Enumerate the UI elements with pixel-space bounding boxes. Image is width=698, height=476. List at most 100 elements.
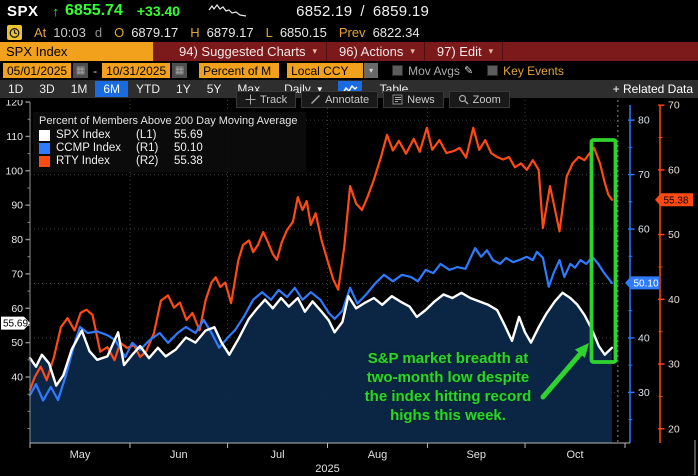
tab-1d[interactable]: 1D [8, 82, 24, 96]
date-range-separator: - [93, 63, 98, 78]
tab-1m[interactable]: 1M [70, 82, 88, 96]
high-value: 6879.17 [206, 24, 254, 40]
magnifier-icon [458, 94, 469, 105]
tab-5y[interactable]: 5Y [206, 82, 222, 96]
open-label: O [114, 24, 125, 40]
axis-label: 50 [11, 337, 23, 349]
annotation-arrow [540, 350, 584, 400]
news-button[interactable]: News [383, 91, 444, 108]
annotation-highlight-box [589, 138, 618, 364]
legend-row-spx[interactable]: SPX Index (L1) 55.69 [39, 129, 297, 141]
rty-index-price-flag: 55.38 [655, 193, 693, 207]
axis-label: 40 [638, 332, 650, 344]
axis-label: 70 [638, 169, 650, 181]
ticker-symbol: SPX [7, 2, 39, 20]
mov-avgs-checkbox[interactable] [392, 65, 404, 76]
axis-label: 60 [638, 224, 650, 236]
security-input[interactable]: SPX Index [0, 42, 153, 61]
legend-row-rty[interactable]: RTY Index (R2) 55.38 [39, 155, 297, 167]
chart-plot-area[interactable]: 40 50 60 70 80 90 100 110 120 30 40 60 70 80 20 30 40 50 6… [0, 100, 698, 476]
svg-text:55.69: 55.69 [3, 319, 28, 330]
prev-value: 6822.34 [372, 24, 420, 40]
track-button[interactable]: Track [236, 91, 297, 108]
month-label: Sep [466, 449, 486, 461]
bid-price: 6852.19 [296, 2, 353, 20]
tab-ytd[interactable]: YTD [136, 82, 161, 96]
axis-label: 50 [668, 229, 680, 241]
month-label: Jun [170, 449, 188, 461]
month-label: May [70, 449, 91, 461]
legend-row-ccmp[interactable]: CCMP Index (R1) 50.10 [39, 142, 297, 154]
caret-down-icon: ▼ [315, 84, 324, 94]
up-arrow-icon: ↑ [52, 3, 60, 19]
caret-down-icon: ▾ [312, 46, 317, 56]
sparkline-icon [208, 4, 247, 17]
track-crosshair-icon [245, 94, 256, 105]
spx-swatch-icon [39, 129, 50, 141]
menu-actions[interactable]: 96) Actions ▾ [327, 42, 425, 61]
ask-price: 6859.19 [372, 2, 430, 20]
year-label: 2025 [315, 463, 339, 475]
caret-down-icon: ▾ [488, 46, 494, 56]
quote-bar: SPX ↑ 6855.74 +33.40 6852.19 / 6859.19 [0, 0, 698, 22]
prev-label: Prev [338, 24, 366, 40]
axis-label: 20 [668, 423, 680, 435]
axis-label: 60 [11, 303, 23, 315]
key-events-label: Key Events [503, 63, 564, 78]
menu-suggested-charts[interactable]: 94) Suggested Charts ▾ [167, 42, 327, 61]
chart-toolbar: Track Annotate News Zoom [236, 91, 510, 108]
quote-time: 10:03 [53, 24, 86, 40]
ccmp-index-price-flag: 50.10 [625, 276, 659, 290]
month-label: Aug [368, 449, 388, 461]
high-label: H [190, 24, 200, 40]
axis-label: 70 [668, 100, 680, 112]
currency-select[interactable]: Local CCY [287, 63, 364, 78]
delay-indicator: d [94, 24, 103, 40]
axis-label: 60 [668, 164, 680, 176]
rty-swatch-icon [39, 155, 50, 167]
bid-ask: 6852.19 / 6859.19 [296, 3, 429, 20]
related-data-button[interactable]: + Related Data [612, 82, 693, 96]
spx-index-line [28, 291, 614, 387]
tab-1y[interactable]: 1Y [176, 82, 191, 96]
last-price: 6855.74 [65, 2, 123, 19]
axis-label: 120 [5, 100, 23, 109]
axis-label: 30 [668, 359, 680, 371]
tab-bar: 1D 3D 1M 6M YTD 1Y 5Y Max Daily ▼ Table … [0, 80, 698, 98]
at-label: At [34, 24, 47, 40]
currency-dropdown-icon[interactable]: ▾ [364, 63, 379, 78]
bid-ask-separator: / [360, 2, 365, 20]
spx-index-price-flag: 55.69 [1, 316, 30, 330]
annotation-text: S&P market breadth at two-month low desp… [364, 350, 532, 424]
menu-edit[interactable]: 97) Edit ▾ [425, 42, 504, 61]
open-value: 6879.17 [131, 24, 179, 40]
axis-label: 110 [6, 131, 23, 143]
key-events-checkbox[interactable] [487, 65, 499, 76]
tab-3d[interactable]: 3D [39, 82, 55, 96]
calendar-icon[interactable]: ▦ [172, 63, 188, 78]
ccmp-swatch-icon [39, 142, 50, 154]
news-icon [392, 94, 403, 105]
study-select[interactable]: Percent of M [199, 63, 280, 78]
ccmp-index-line [28, 247, 614, 402]
zoom-button[interactable]: Zoom [448, 91, 510, 108]
month-label: Jul [270, 449, 284, 461]
spx-area-fill [30, 292, 612, 443]
caret-down-icon: ▾ [410, 46, 415, 56]
stats-bar: At 10:03 d O 6879.17 H 6879.17 L 6850.15… [0, 22, 698, 42]
axis-label: 100 [5, 165, 23, 177]
annotate-button[interactable]: Annotate [301, 91, 379, 108]
pencil-icon[interactable]: ✎ [463, 65, 474, 77]
axis-label: 80 [638, 115, 650, 127]
filter-bar: 05/01/2025 ▦ - 10/31/2025 ▦ Percent of M… [0, 61, 698, 80]
svg-text:55.38: 55.38 [664, 195, 689, 206]
axis-label: 30 [638, 387, 650, 399]
price-change: +33.40 [136, 3, 181, 19]
axis-label: 80 [11, 234, 23, 246]
tab-6m[interactable]: 6M [95, 81, 129, 97]
annotate-pencil-icon [311, 95, 321, 104]
date-to-input[interactable]: 10/31/2025 [102, 63, 171, 78]
date-from-input[interactable]: 05/01/2025 [3, 63, 72, 78]
mov-avgs-label: Mov Avgs [408, 63, 460, 78]
calendar-icon[interactable]: ▦ [73, 63, 89, 78]
